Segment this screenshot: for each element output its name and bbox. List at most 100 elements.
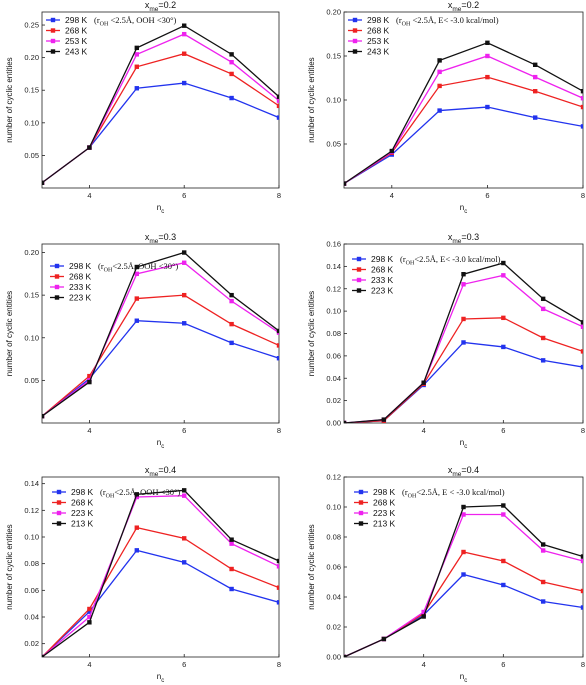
- data-point: [229, 321, 234, 327]
- xlabel-subscript: c: [464, 209, 467, 215]
- data-point: [485, 104, 490, 110]
- y-tick-label: 0.05: [24, 376, 39, 385]
- legend-label: 298 K: [373, 487, 396, 497]
- data-point: [501, 273, 506, 278]
- legend-label: 268 K: [367, 26, 390, 36]
- x-tick-label: 8: [277, 426, 281, 435]
- y-axis-label: number of cyclic entities: [5, 524, 14, 609]
- data-point: [87, 614, 92, 620]
- y-tick-label: 0.02: [24, 639, 39, 648]
- data-point: [540, 358, 546, 363]
- data-point: [182, 536, 187, 541]
- x-axis-label: nc: [157, 672, 164, 684]
- data-point: [134, 45, 139, 51]
- data-point: [501, 260, 506, 266]
- legend-label: 223 K: [371, 286, 394, 296]
- legend-swatch-marker: [50, 17, 56, 23]
- data-point: [461, 504, 466, 510]
- data-point: [229, 71, 234, 77]
- legend-label: 268 K: [69, 272, 92, 282]
- data-point: [533, 62, 538, 67]
- y-tick-label: 0.10: [24, 533, 39, 542]
- data-point: [229, 52, 234, 57]
- legend-swatch-marker: [56, 500, 62, 505]
- legend-swatch-marker: [50, 38, 56, 44]
- data-point: [229, 566, 234, 572]
- data-point: [87, 606, 92, 612]
- data-point: [182, 493, 187, 498]
- y-axis-label: number of cyclic entities: [307, 291, 316, 376]
- data-point: [87, 145, 92, 150]
- y-tick-label: 0.04: [326, 374, 341, 383]
- data-point: [389, 148, 394, 154]
- legend-note-pre: (r: [396, 15, 402, 25]
- title-main: x: [145, 0, 150, 10]
- title-main: x: [448, 465, 453, 475]
- data-point: [437, 83, 442, 89]
- legend: 298 K (rOH <2.5Å, E< -3.0 kcal/mol)268 K2…: [348, 15, 499, 57]
- y-tick-label: 0.00: [326, 419, 341, 428]
- data-point: [276, 98, 279, 103]
- data-point: [501, 558, 506, 564]
- xlabel-main: n: [460, 672, 464, 681]
- series-line: [344, 76, 583, 185]
- legend-label: 223 K: [71, 508, 94, 518]
- y-tick-label: 0.08: [24, 559, 39, 568]
- y-tick-label: 0.16: [326, 240, 341, 249]
- y-tick-label: 0.08: [326, 329, 341, 338]
- x-tick-label: 8: [277, 660, 281, 669]
- y-tick-label: 0.15: [24, 86, 39, 95]
- data-point: [421, 380, 426, 385]
- x-tick-label: 6: [182, 660, 186, 669]
- series-line: [42, 53, 279, 184]
- x-tick-label: 4: [87, 426, 91, 435]
- y-tick-label: 0.14: [326, 262, 341, 271]
- data-point: [540, 296, 546, 302]
- legend-label: 268 K: [373, 498, 396, 508]
- title-main: x: [145, 232, 150, 242]
- data-point: [276, 585, 279, 590]
- data-point: [182, 488, 187, 493]
- y-tick-label: 0.10: [326, 96, 341, 105]
- title-rest: =0.2: [461, 0, 479, 10]
- chart-title: xme=0.4: [448, 465, 479, 478]
- legend-label: 233 K: [69, 282, 92, 292]
- data-point: [276, 328, 279, 334]
- title-subscript: me: [149, 238, 158, 245]
- x-tick-label: 6: [182, 426, 186, 435]
- chart-panel: xme=0.2 4 6 8 nc 0.05 0.10 0.15 0.20 number of cy…: [307, 0, 585, 215]
- data-point: [501, 512, 506, 517]
- legend-label: 243 K: [367, 47, 390, 57]
- plot-area: [42, 488, 279, 657]
- legend-label: 298 K: [71, 487, 94, 497]
- xlabel-main: n: [460, 203, 464, 212]
- data-point: [533, 115, 538, 120]
- data-point: [276, 343, 279, 348]
- data-point: [580, 558, 583, 564]
- legend-label: 213 K: [373, 519, 396, 529]
- legend-label: 223 K: [69, 293, 92, 303]
- legend-note-pre: (r: [98, 261, 104, 271]
- data-point: [580, 554, 583, 559]
- legend-swatch-marker: [356, 267, 362, 272]
- legend-label: 253 K: [367, 36, 390, 46]
- data-point: [134, 492, 139, 497]
- data-point: [501, 315, 506, 321]
- legend: 298 K (rOH<2.5Å, E < -3.0 kcal/mol)268 K2…: [354, 487, 505, 529]
- data-point: [580, 124, 583, 129]
- data-point: [87, 609, 92, 614]
- data-point: [182, 250, 187, 255]
- data-point: [229, 586, 234, 592]
- legend-swatch-marker: [356, 288, 362, 293]
- data-point: [437, 58, 442, 63]
- xlabel-main: n: [157, 203, 161, 212]
- y-tick-label: 0.12: [326, 284, 341, 293]
- data-point: [580, 349, 583, 354]
- x-tick-label: 8: [581, 426, 585, 435]
- data-point: [485, 40, 490, 45]
- legend-note-subscript: OH: [100, 22, 109, 28]
- legend-note-subscript: OH: [104, 268, 113, 274]
- legend-swatch-marker: [356, 277, 362, 283]
- data-point: [485, 53, 490, 59]
